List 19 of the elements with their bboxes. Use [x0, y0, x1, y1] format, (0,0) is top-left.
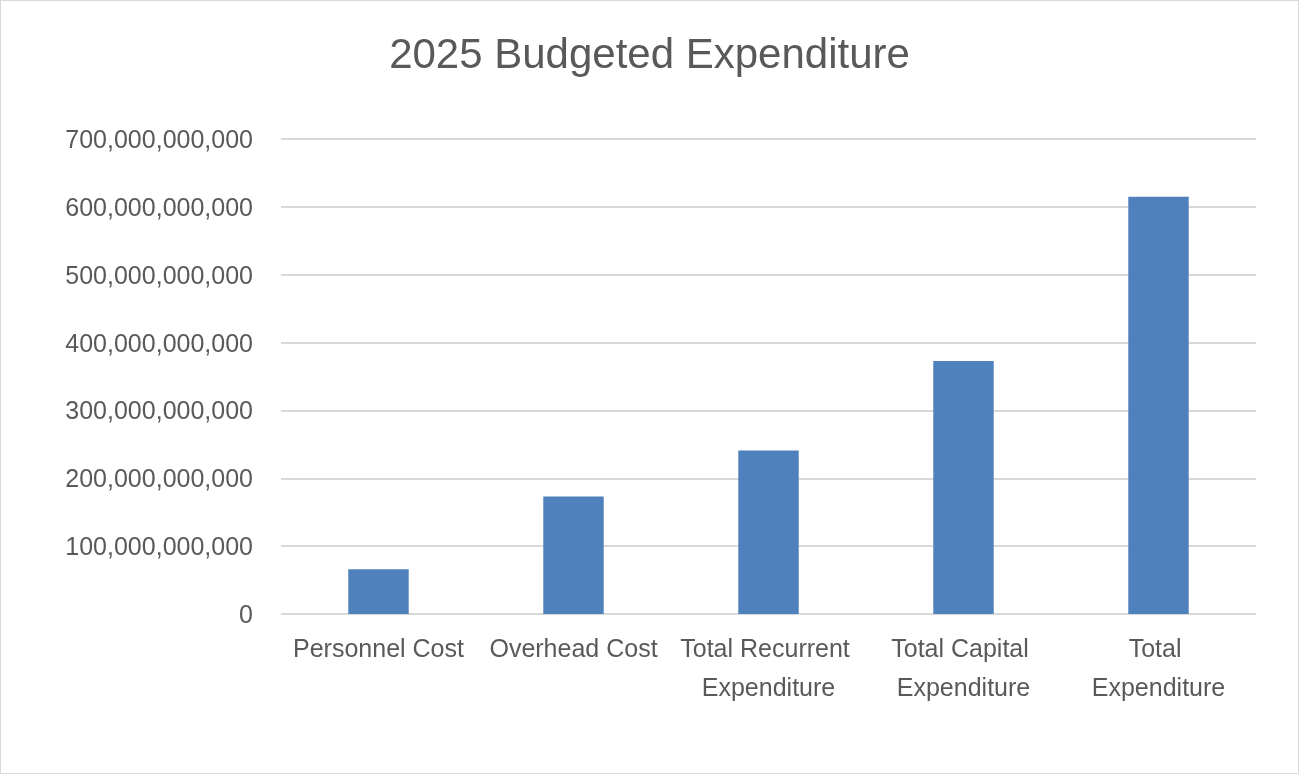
y-tick-label: 200,000,000,000 [65, 464, 253, 493]
y-tick-label: 100,000,000,000 [65, 532, 253, 561]
bar [348, 569, 409, 614]
bar [1128, 196, 1189, 614]
x-tick-label: Total Recurrent Expenditure [680, 633, 857, 701]
y-tick-label: 700,000,000,000 [65, 125, 253, 153]
bar [933, 360, 994, 614]
y-tick-label: 600,000,000,000 [65, 192, 253, 221]
bar [738, 450, 799, 614]
y-tick-label: 500,000,000,000 [65, 260, 253, 289]
x-tick-label: Overhead Cost [489, 633, 658, 662]
x-tick-label: Personnel Cost [293, 633, 465, 662]
y-tick-label: 300,000,000,000 [65, 396, 253, 425]
bar [543, 496, 604, 614]
x-tick-label: Total Capital Expenditure [891, 633, 1036, 701]
y-tick-label: 0 [239, 600, 253, 628]
y-tick-label: 400,000,000,000 [65, 328, 253, 357]
chart-title: 2025 Budgeted Expenditure [389, 29, 910, 77]
x-tick-label: Total Expenditure [1091, 633, 1226, 701]
